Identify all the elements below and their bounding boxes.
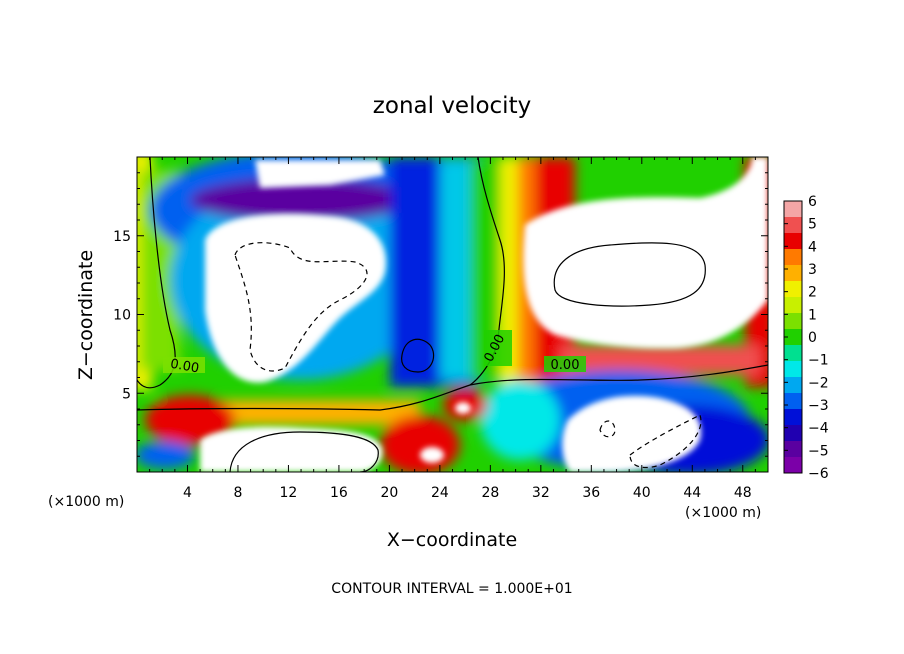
contour-labels: 0.00 0.00 0.00 <box>163 330 586 376</box>
field-region-lower-blue-left <box>137 441 195 469</box>
colorbar-tick-label: 3 <box>808 262 817 278</box>
field-region-top-purple <box>190 178 410 222</box>
colorbar: 6 5 4 3 2 1 0 −1 −2 −3 −4 −5 −6 <box>783 194 829 482</box>
colorbar-segment <box>784 233 802 250</box>
y-axis: 5 10 15 <box>113 172 768 457</box>
field-region-lower-cyan <box>480 380 560 460</box>
colorbar-tick-label: −4 <box>808 421 829 437</box>
x-tick-label: 28 <box>481 485 499 501</box>
colorbar-segment <box>784 281 802 298</box>
colorbar-segment <box>784 297 802 314</box>
contour-label-box-3 <box>544 356 586 372</box>
x-tick-label: 44 <box>683 485 701 501</box>
colorbar-segment <box>784 425 802 442</box>
x-unit-label-right: (×1000 m) <box>685 505 761 521</box>
y-tick-label: 15 <box>113 229 131 245</box>
contour-label-3: 0.00 <box>551 358 580 373</box>
colorbar-tick-label: 2 <box>808 285 817 301</box>
colorbar-tick-label: −5 <box>808 443 829 459</box>
saturated-region-small-mid <box>455 402 471 414</box>
colorbar-segment <box>784 409 802 426</box>
x-tick-label: 48 <box>734 485 752 501</box>
colorbar-segment <box>784 393 802 410</box>
colorbar-segment <box>784 201 802 218</box>
field-region-lower-red-mid <box>380 415 460 472</box>
x-tick-label: 36 <box>582 485 600 501</box>
colorbar-segment <box>784 249 802 266</box>
saturated-region-upper-left <box>205 213 386 383</box>
x-tick-label: 4 <box>183 485 192 501</box>
colorbar-segment <box>784 329 802 346</box>
x-tick-label: 20 <box>380 485 398 501</box>
y-tick-label: 5 <box>122 386 131 402</box>
colorbar-tick-label: −3 <box>808 398 829 414</box>
x-tick-label: 12 <box>280 485 298 501</box>
saturated-region-lower-right <box>562 395 701 472</box>
contour-interval-note: CONTOUR INTERVAL = 1.000E+01 <box>331 581 572 597</box>
contour-label-box-1 <box>163 357 205 373</box>
colorbar-tick-label: −1 <box>808 353 829 369</box>
x-tick-label: 16 <box>330 485 348 501</box>
contour-dashed-lower-right <box>599 414 702 469</box>
contour-lower-left-loop <box>229 431 379 472</box>
colorbar-tick-label: 1 <box>808 307 817 323</box>
saturated-region-upper-right <box>523 157 768 349</box>
x-tick-label: 8 <box>233 485 242 501</box>
colorbar-segment <box>784 265 802 282</box>
contour-small-island <box>401 338 435 373</box>
colorbar-tick-label: 6 <box>808 194 817 210</box>
contour-zero-left <box>137 157 176 389</box>
contour-label-box-2 <box>484 330 512 366</box>
colorbar-tick-label: 4 <box>808 239 817 255</box>
colorbar-segment <box>784 345 802 362</box>
saturated-region-small-bottom <box>420 447 444 463</box>
saturated-region-top-left <box>255 160 385 188</box>
x-unit-label-left: (×1000 m) <box>48 494 124 510</box>
colorbar-segment <box>784 313 802 330</box>
y-tick-label: 10 <box>113 308 131 324</box>
colorbar-tick-label: −2 <box>808 375 829 391</box>
colorbar-segment <box>784 457 802 474</box>
contour-label-1: 0.00 <box>169 357 200 377</box>
contour-upper-right-loop <box>553 242 706 307</box>
x-tick-label: 24 <box>431 485 449 501</box>
heatmap-field: 0.00 0.00 0.00 <box>137 157 768 472</box>
field-region-mid-red-band <box>560 345 760 375</box>
x-axis-label: X−coordinate <box>387 529 517 551</box>
x-axis: 4 8 12 16 20 24 28 32 36 40 44 48 <box>149 157 756 501</box>
x-tick-label: 32 <box>532 485 550 501</box>
colorbar-segment <box>784 217 802 234</box>
colorbar-segment <box>784 441 802 458</box>
colorbar-segment <box>784 377 802 394</box>
colorbar-tick-label: 5 <box>808 217 817 233</box>
field-region-lower-red-left <box>145 395 235 445</box>
chart-title: zonal velocity <box>373 93 531 119</box>
y-axis-label: Z−coordinate <box>75 250 97 380</box>
colorbar-tick-label: 0 <box>808 330 817 346</box>
colorbar-tick-label: −6 <box>808 466 829 482</box>
saturated-region-lower-left <box>200 426 383 472</box>
x-tick-label: 40 <box>633 485 651 501</box>
colorbar-segment <box>784 361 802 378</box>
